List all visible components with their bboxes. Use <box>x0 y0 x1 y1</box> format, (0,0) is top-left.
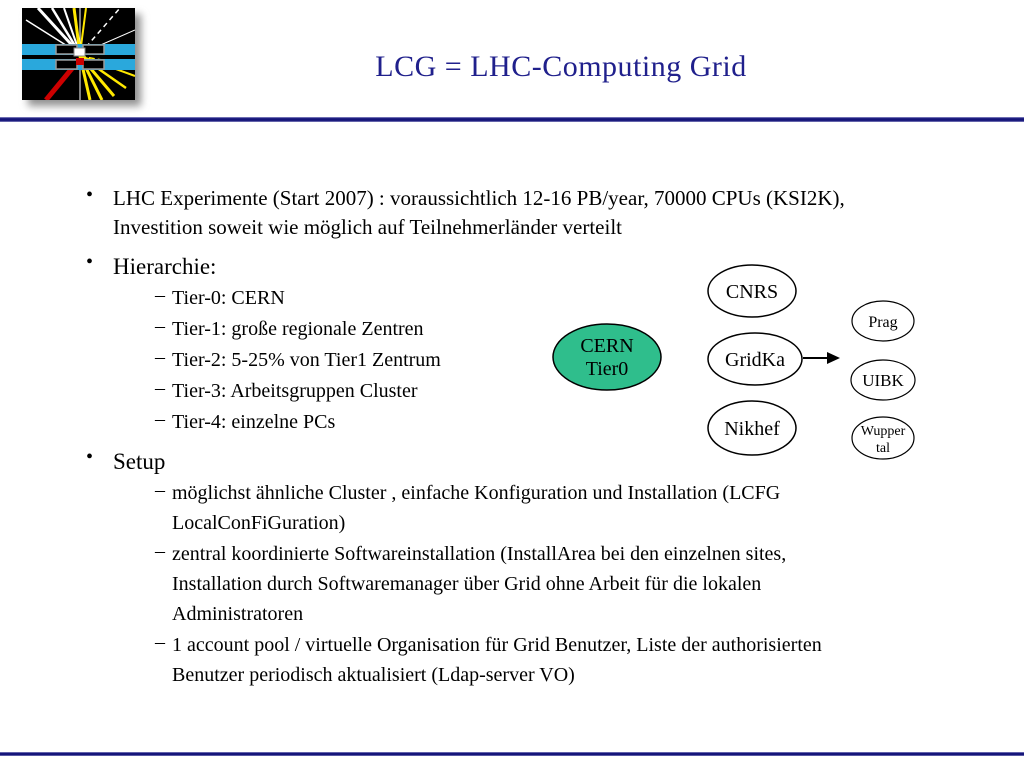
bullet-tier1: – Tier-1: große regionale Zentren <box>86 315 1006 344</box>
footer-rule <box>0 752 1024 756</box>
dash-marker: – <box>155 408 165 430</box>
bullet-list: • LHC Experimente (Start 2007) : vorauss… <box>86 184 1006 691</box>
node-wuppertal-label-line1: Wupper <box>861 424 906 439</box>
bullet-tier2: – Tier-2: 5-25% von Tier1 Zentrum <box>86 346 1006 375</box>
node-prag <box>851 300 915 342</box>
dash-marker: – <box>155 540 165 562</box>
bullet-line: Administratoren <box>172 603 304 625</box>
particle-collision-event-logo <box>22 6 136 102</box>
node-uibk-label: UIBK <box>862 371 904 390</box>
bullet-line: Investition soweit wie möglich auf Teiln… <box>113 215 622 239</box>
dash-marker: – <box>155 479 165 501</box>
bullet-marker: • <box>86 251 94 273</box>
bullet-line: LHC Experimente (Start 2007) : voraussic… <box>113 186 845 210</box>
node-cern-label-line2: Tier0 <box>586 358 629 380</box>
tier-diagram-graphic: CERN Tier0 CNRS GridKa Nikhef Prag UIBK … <box>552 264 916 460</box>
bullet-line: 1 account pool / virtuelle Organisation … <box>172 634 822 656</box>
event-display-graphic <box>22 6 136 102</box>
bullet-lhc-experimente: • LHC Experimente (Start 2007) : vorauss… <box>86 184 1006 242</box>
page-title: LCG = LHC-Computing Grid <box>375 50 747 83</box>
dash-marker: – <box>155 346 165 368</box>
node-cnrs <box>707 264 797 318</box>
bullet-tier3: – Tier-3: Arbeitsgruppen Cluster <box>86 377 1006 406</box>
node-prag-label: Prag <box>868 314 897 331</box>
node-wuppertal <box>851 416 915 460</box>
bullet-line: Tier-0: CERN <box>172 287 285 309</box>
arrow-gridka-to-uibk <box>803 352 840 364</box>
bullet-line: Tier-4: einzelne PCs <box>172 411 336 433</box>
bullet-line: Installation durch Softwaremanager über … <box>172 573 762 595</box>
node-gridka-label: GridKa <box>725 349 785 371</box>
dash-marker: – <box>155 315 165 337</box>
bullet-account-pool: – 1 account pool / virtuelle Organisatio… <box>86 631 1006 690</box>
dash-marker: – <box>155 631 165 653</box>
dash-marker: – <box>155 377 165 399</box>
bullet-setup: • Setup <box>86 446 1006 477</box>
bullet-line: möglichst ähnliche Cluster , einfache Ko… <box>172 482 781 504</box>
bullet-line: Tier-2: 5-25% von Tier1 Zentrum <box>172 349 441 371</box>
node-nikhef <box>707 400 797 456</box>
bullet-line: zentral koordinierte Softwareinstallatio… <box>172 543 787 565</box>
tier-diagram: CERN Tier0 CNRS GridKa Nikhef Prag UIBK … <box>535 250 935 470</box>
node-uibk <box>850 359 916 401</box>
node-wuppertal-label-line2: tal <box>876 441 890 456</box>
bullet-line: Benutzer periodisch aktualisiert (Ldap-s… <box>172 664 575 686</box>
bullet-line: Tier-1: große regionale Zentren <box>172 318 424 340</box>
bullet-cluster-konfiguration: – möglichst ähnliche Cluster , einfache … <box>86 479 1006 538</box>
bullet-line: LocalConFiGuration) <box>172 512 346 534</box>
header-rule <box>0 117 1024 122</box>
node-gridka <box>707 332 803 386</box>
node-cern-label-line1: CERN <box>580 335 633 357</box>
bullet-line: Tier-3: Arbeitsgruppen Cluster <box>172 380 418 402</box>
dash-marker: – <box>155 284 165 306</box>
bullet-hierarchie: • Hierarchie: <box>86 251 1006 282</box>
bullet-softwareinstallation: – zentral koordinierte Softwareinstallat… <box>86 540 1006 629</box>
bullet-marker: • <box>86 446 94 468</box>
bullet-line: Setup <box>113 449 166 474</box>
bullet-tier4: – Tier-4: einzelne PCs <box>86 408 1006 437</box>
node-cnrs-label: CNRS <box>726 281 778 303</box>
bullet-marker: • <box>86 184 94 206</box>
node-nikhef-label: Nikhef <box>724 418 780 440</box>
bullet-tier0: – Tier-0: CERN <box>86 284 1006 313</box>
bullet-line: Hierarchie: <box>113 254 217 279</box>
node-cern-tier0 <box>552 323 662 391</box>
